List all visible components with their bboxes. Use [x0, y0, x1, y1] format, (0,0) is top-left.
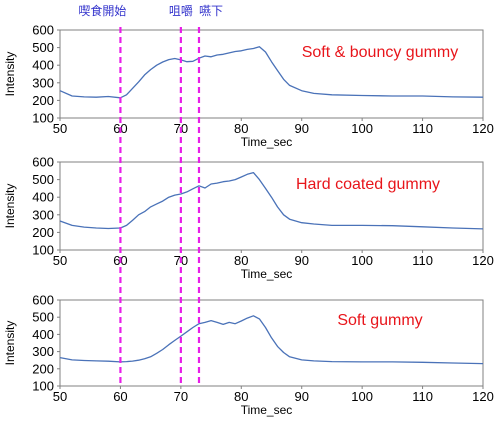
x-tick-label: 50 [53, 389, 67, 404]
panels-layer: 100 200 300 400 500 600 50 60 70 80 90 100 110 120 Tim… [3, 23, 494, 418]
x-tick-label: 50 [53, 253, 67, 268]
intensity-line-series [59, 315, 484, 365]
phase-labels-layer: 喫食開始 咀嚼 嚥下 [78, 3, 223, 18]
x-tick-label: 120 [472, 121, 494, 136]
x-tick-label: 50 [53, 121, 67, 136]
plot-frame [59, 299, 484, 387]
y-tick-label: 300 [32, 344, 54, 359]
intensity-line-series [59, 46, 484, 99]
y-tick-label: 300 [32, 207, 54, 222]
x-axis-title: Time_sec [241, 403, 293, 417]
x-tick-label: 120 [472, 389, 494, 404]
chart-panel-2: 1002003004005006005060708090100110120Tim… [3, 155, 494, 282]
y-tick-label: 500 [32, 310, 54, 325]
chart-panel-1: 1002003004005006005060708090100110120Tim… [3, 23, 494, 150]
y-tick-label: 600 [32, 155, 54, 170]
y-tick-label: 100 [32, 243, 54, 258]
y-tick-label: 400 [32, 190, 54, 205]
x-tick-label: 80 [234, 389, 248, 404]
x-tick-label: 90 [294, 121, 308, 136]
phase-label: 嚥下 [199, 4, 223, 18]
y-tick-label: 500 [32, 40, 54, 55]
y-tick-label: 600 [32, 293, 54, 308]
x-tick-label: 100 [351, 253, 373, 268]
y-axis-title: Intensity [3, 184, 17, 229]
y-tick-label: 100 [32, 379, 54, 394]
phase-label: 咀嚼 [169, 4, 193, 18]
x-tick-label: 70 [174, 389, 188, 404]
y-axis-title: Intensity [3, 52, 17, 97]
y-tick-label: 200 [32, 93, 54, 108]
panel-title: Hard coated gummy [296, 176, 440, 193]
x-tick-label: 110 [412, 389, 433, 404]
x-tick-label: 80 [234, 121, 248, 136]
x-tick-label: 110 [412, 121, 433, 136]
x-tick-label: 90 [294, 253, 308, 268]
y-tick-label: 300 [32, 75, 54, 90]
y-tick-label: 200 [32, 361, 54, 376]
y-tick-label: 100 [32, 111, 54, 126]
y-tick-label: 500 [32, 172, 54, 187]
plot-frame [59, 29, 484, 119]
intensity-line-series [59, 171, 484, 230]
y-axis-title: Intensity [3, 321, 17, 366]
x-tick-label: 60 [113, 389, 127, 404]
x-axis-title: Time_sec [241, 267, 293, 281]
y-tick-label: 400 [32, 58, 54, 73]
x-tick-label: 90 [294, 389, 308, 404]
y-tick-label: 400 [32, 327, 54, 342]
x-tick-label: 100 [351, 121, 373, 136]
x-tick-label: 120 [472, 253, 494, 268]
x-axis-title: Time_sec [241, 135, 293, 149]
phase-label: 喫食開始 [78, 3, 126, 18]
panel-title: Soft & bouncy gummy [302, 44, 459, 61]
plot-frame [59, 161, 484, 251]
y-tick-label: 200 [32, 225, 54, 240]
x-tick-label: 100 [351, 389, 373, 404]
chart-panel-3: 100 200 300 400 500 600 50 60 70 80 90 100 110 120 Tim… [3, 293, 494, 418]
x-tick-label: 80 [234, 253, 248, 268]
panel-title: Soft gummy [337, 312, 422, 329]
y-tick-label: 600 [32, 23, 54, 38]
x-tick-label: 110 [412, 253, 433, 268]
